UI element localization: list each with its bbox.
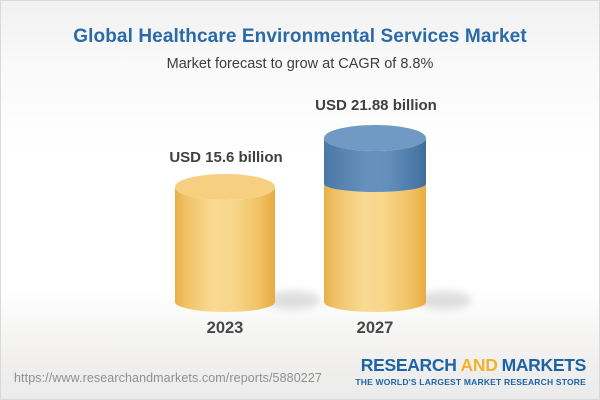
value-label-2027: USD 21.88 billion: [315, 97, 437, 114]
logo-wordmark: RESEARCH AND MARKETS: [355, 355, 587, 375]
category-label-2027: 2027: [356, 319, 394, 337]
logo-tagline: THE WORLD'S LARGEST MARKET RESEARCH STOR…: [355, 376, 586, 387]
cylinder-2027: [324, 125, 426, 312]
category-label-2023: 2023: [206, 319, 244, 337]
chart-subtitle: Market forecast to grow at CAGR of 8.8%: [166, 56, 434, 72]
cylinder-2023-shadow: [266, 291, 320, 309]
cylinder-2023-body: [175, 187, 275, 312]
cylinder-2023-top: [175, 174, 275, 200]
cylinder-2023: [175, 174, 275, 312]
logo-word-research: RESEARCH: [360, 355, 457, 375]
logo-word-markets: MARKETS: [501, 355, 587, 375]
chart-title: Global Healthcare Environmental Services…: [73, 26, 527, 47]
cylinder-2027-top: [324, 125, 426, 151]
cylinder-2027-shadow: [417, 291, 471, 309]
logo-word-and: AND: [460, 355, 498, 375]
research-and-markets-logo: RESEARCH AND MARKETS THE WORLD'S LARGEST M…: [355, 355, 587, 387]
cylinder-2027-base-segment: [324, 184, 426, 312]
report-url: https://www.researchandmarkets.com/repor…: [14, 371, 322, 385]
cylinder-2027-growth-segment: [324, 138, 426, 192]
value-label-2023: USD 15.6 billion: [169, 149, 283, 166]
